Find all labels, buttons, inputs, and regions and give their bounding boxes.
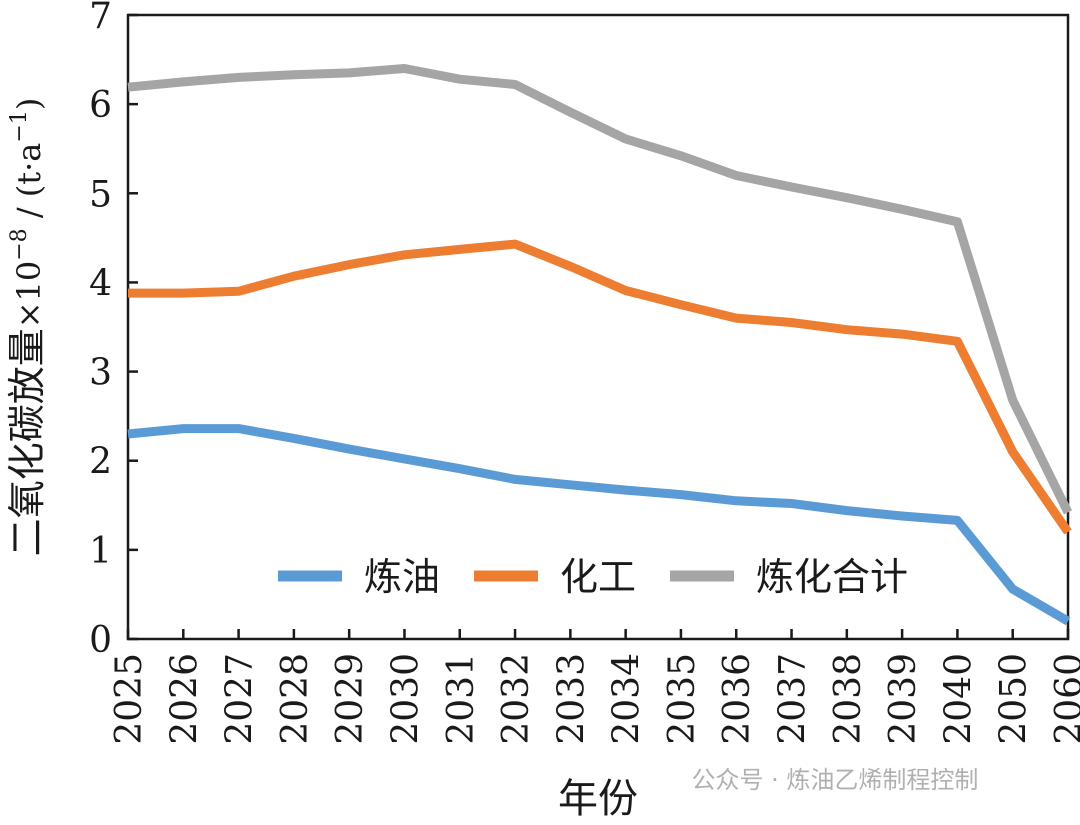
x-tick-label: 2034 <box>607 653 648 745</box>
legend-label-refining: 炼油 <box>364 555 440 599</box>
x-axis-ticks: 2025 2026 2027 2028 2029 2030 2031 2032 2033 2034… <box>109 629 1080 745</box>
series-line-total <box>127 64 1073 515</box>
legend-label-total: 炼化合计 <box>756 555 908 599</box>
plot-frame <box>126 13 1070 641</box>
x-tick-label: 2035 <box>662 653 703 745</box>
x-tick-label: 2050 <box>994 653 1035 745</box>
x-axis-title: 年份 <box>558 776 638 822</box>
y-tick-label: 0 <box>89 620 112 661</box>
x-tick-label: 2038 <box>828 653 869 745</box>
x-tick-label: 2030 <box>385 653 426 745</box>
legend-label-chemical: 化工 <box>560 555 636 599</box>
x-tick-label: 2025 <box>109 653 150 745</box>
y-axis-title: 二氧化碳放量×10−8 / (t·a−1) <box>5 98 49 557</box>
y-tick-label: 3 <box>89 353 112 394</box>
x-tick-label: 2039 <box>883 653 924 745</box>
y-tick-label: 5 <box>89 174 112 215</box>
series-line-chemical <box>128 239 1072 535</box>
x-tick-label: 2028 <box>275 653 316 745</box>
x-tick-label: 2029 <box>330 653 371 745</box>
x-tick-label: 2060 <box>1049 653 1080 745</box>
x-tick-label: 2032 <box>496 653 537 745</box>
y-tick-label: 7 <box>89 0 112 37</box>
x-tick-label: 2031 <box>441 653 482 745</box>
x-tick-label: 2037 <box>773 653 814 745</box>
series-lines <box>127 64 1073 626</box>
x-tick-label: 2026 <box>164 653 205 745</box>
series-line-refining <box>127 424 1071 626</box>
x-tick-label: 2027 <box>220 653 261 745</box>
y-tick-label: 2 <box>89 442 112 483</box>
y-tick-label: 4 <box>89 263 112 304</box>
y-axis-ticks: 0 1 2 3 4 5 6 7 <box>89 0 138 661</box>
x-tick-label: 2036 <box>717 653 758 745</box>
watermark-text: 公众号 · 炼油乙烯制程控制 <box>692 766 979 794</box>
y-tick-label: 6 <box>89 85 112 126</box>
x-tick-label: 2040 <box>938 653 979 745</box>
y-tick-label: 1 <box>89 531 112 572</box>
legend: 炼油 化工 炼化合计 <box>278 555 908 599</box>
x-tick-label: 2033 <box>551 653 592 745</box>
